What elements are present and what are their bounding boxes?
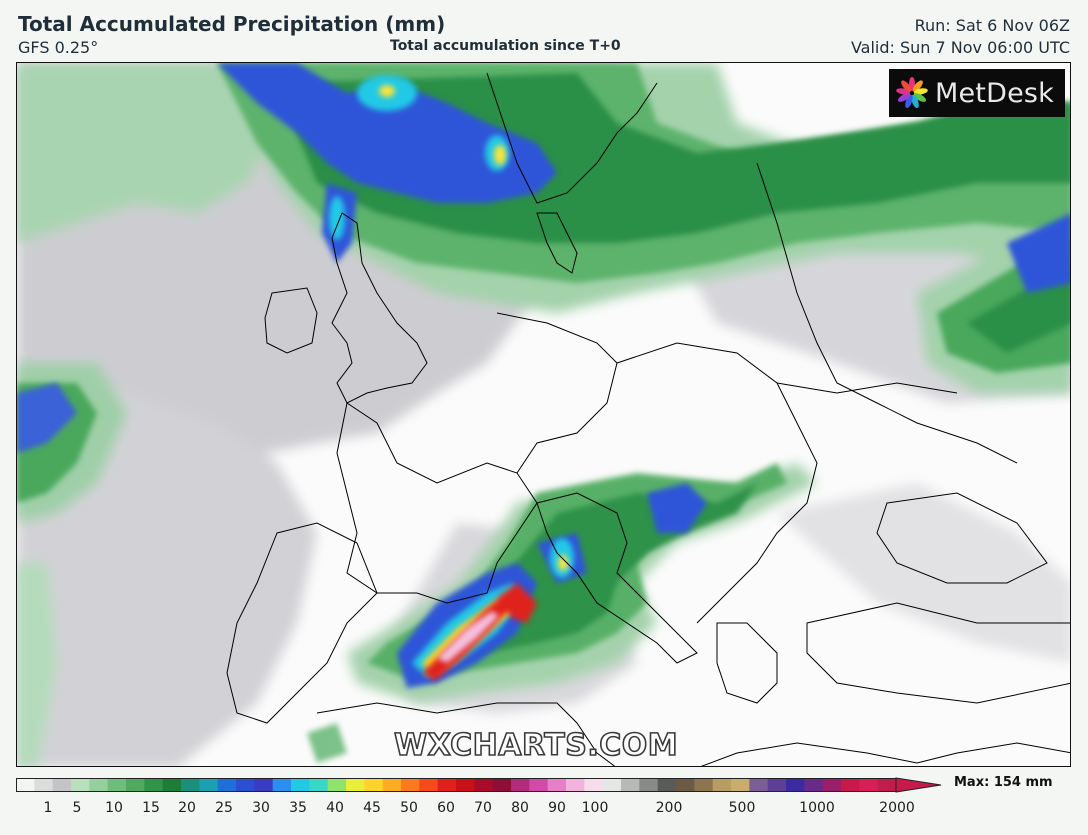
colour-scale-tick-label: 60 bbox=[437, 800, 455, 816]
metdesk-flower-icon bbox=[896, 77, 928, 109]
colour-scale-swatch bbox=[841, 778, 860, 792]
colour-scale-swatch bbox=[309, 778, 329, 792]
colour-scale-swatch bbox=[71, 778, 90, 792]
colour-scale-tick-label: 15 bbox=[142, 800, 160, 816]
precipitation-map bbox=[16, 62, 1071, 767]
colour-scale-swatch bbox=[602, 778, 622, 792]
colour-scale-tick-label: 20 bbox=[178, 800, 196, 816]
colour-scale-swatch bbox=[676, 778, 695, 792]
colour-scale-tick-label: 35 bbox=[289, 800, 307, 816]
colour-scale-swatch bbox=[382, 778, 402, 792]
accumulation-caption: Total accumulation since T+0 bbox=[390, 38, 621, 54]
colour-scale-swatch bbox=[621, 778, 640, 792]
max-value-label: Max: 154 mm bbox=[954, 775, 1053, 790]
colour-scale-tick-label: 90 bbox=[548, 800, 566, 816]
colour-scale-swatch bbox=[217, 778, 237, 792]
colour-scale-swatch bbox=[566, 778, 585, 792]
colour-scale-swatch bbox=[272, 778, 292, 792]
colour-scale-swatch bbox=[364, 778, 384, 792]
colour-scale-swatch bbox=[529, 778, 549, 792]
colour-scale-tick-label: 80 bbox=[511, 800, 529, 816]
colour-scale-swatch bbox=[346, 778, 365, 792]
colour-scale-swatch bbox=[547, 778, 567, 792]
colour-scale-swatch bbox=[511, 778, 530, 792]
colour-scale-swatch bbox=[291, 778, 310, 792]
colour-scale-tick-label: 500 bbox=[728, 800, 756, 816]
colour-scale-swatch bbox=[437, 778, 457, 792]
colour-scale-swatch bbox=[712, 778, 732, 792]
colour-scale-tick-label: 100 bbox=[581, 800, 609, 816]
colour-scale-swatch bbox=[731, 778, 750, 792]
colour-scale-swatch bbox=[749, 778, 769, 792]
country-borders bbox=[226, 72, 1070, 766]
pink-precip-layer bbox=[437, 611, 499, 663]
colour-scale-swatch bbox=[162, 778, 182, 792]
colour-scale-swatch bbox=[34, 778, 54, 792]
colour-scale-tick-label: 30 bbox=[252, 800, 270, 816]
colour-scale-swatch bbox=[694, 778, 714, 792]
colour-scale-swatch bbox=[401, 778, 420, 792]
colour-scale-tick-label: 40 bbox=[326, 800, 344, 816]
colour-scale-tick-label: 25 bbox=[215, 800, 233, 816]
colour-scale-bar bbox=[16, 777, 942, 793]
colour-scale-tick-label: 200 bbox=[655, 800, 683, 816]
colour-scale-tick-label: 2000 bbox=[879, 800, 915, 816]
colour-scale-swatch bbox=[492, 778, 512, 792]
colour-scale-swatch bbox=[199, 778, 219, 792]
colour-scale-tick-label: 10 bbox=[105, 800, 123, 816]
colour-scale-swatch bbox=[456, 778, 475, 792]
colour-scale-swatch bbox=[107, 778, 127, 792]
colour-scale-swatch bbox=[786, 778, 805, 792]
colour-scale-swatch bbox=[126, 778, 145, 792]
colour-scale-tick-label: 1 bbox=[43, 800, 53, 816]
colour-scale-tick-label: 50 bbox=[400, 800, 418, 816]
chart-title: Total Accumulated Precipitation (mm) bbox=[18, 12, 446, 36]
colour-scale-swatch bbox=[236, 778, 255, 792]
colour-scale-tick-label: 45 bbox=[363, 800, 381, 816]
colour-scale-swatch bbox=[52, 778, 72, 792]
colour-scale-swatch bbox=[767, 778, 787, 792]
colour-scale-swatch bbox=[859, 778, 879, 792]
colour-scale-swatch bbox=[474, 778, 494, 792]
map-canvas bbox=[17, 63, 1070, 766]
colour-scale-tick-label: 1000 bbox=[799, 800, 835, 816]
colour-scale-swatch bbox=[89, 778, 109, 792]
colour-scale-swatch bbox=[16, 778, 35, 792]
wxcharts-watermark: WXCHARTS.COM bbox=[393, 727, 679, 764]
colour-scale-swatch bbox=[657, 778, 677, 792]
model-label: GFS 0.25° bbox=[18, 38, 99, 57]
colour-scale-legend bbox=[16, 776, 946, 800]
colour-scale-tick-label: 5 bbox=[72, 800, 82, 816]
run-time: Run: Sat 6 Nov 06Z bbox=[914, 16, 1070, 35]
colour-scale-swatch bbox=[144, 778, 164, 792]
colour-scale-swatch bbox=[584, 778, 604, 792]
colour-scale-tick-label: 70 bbox=[474, 800, 492, 816]
colour-scale-swatch bbox=[877, 778, 897, 792]
colour-scale-swatch bbox=[254, 778, 274, 792]
colour-scale-swatch bbox=[804, 778, 824, 792]
colour-scale-swatch bbox=[639, 778, 659, 792]
colour-scale-swatch bbox=[327, 778, 347, 792]
colour-scale-overflow-arrow bbox=[895, 777, 942, 793]
metdesk-logo-text: MetDesk bbox=[935, 77, 1054, 109]
metdesk-logo: MetDesk bbox=[889, 69, 1065, 117]
valid-time: Valid: Sun 7 Nov 06:00 UTC bbox=[850, 38, 1070, 57]
colour-scale-swatch bbox=[822, 778, 842, 792]
colour-scale-swatch bbox=[181, 778, 200, 792]
colour-scale-swatch bbox=[419, 778, 439, 792]
